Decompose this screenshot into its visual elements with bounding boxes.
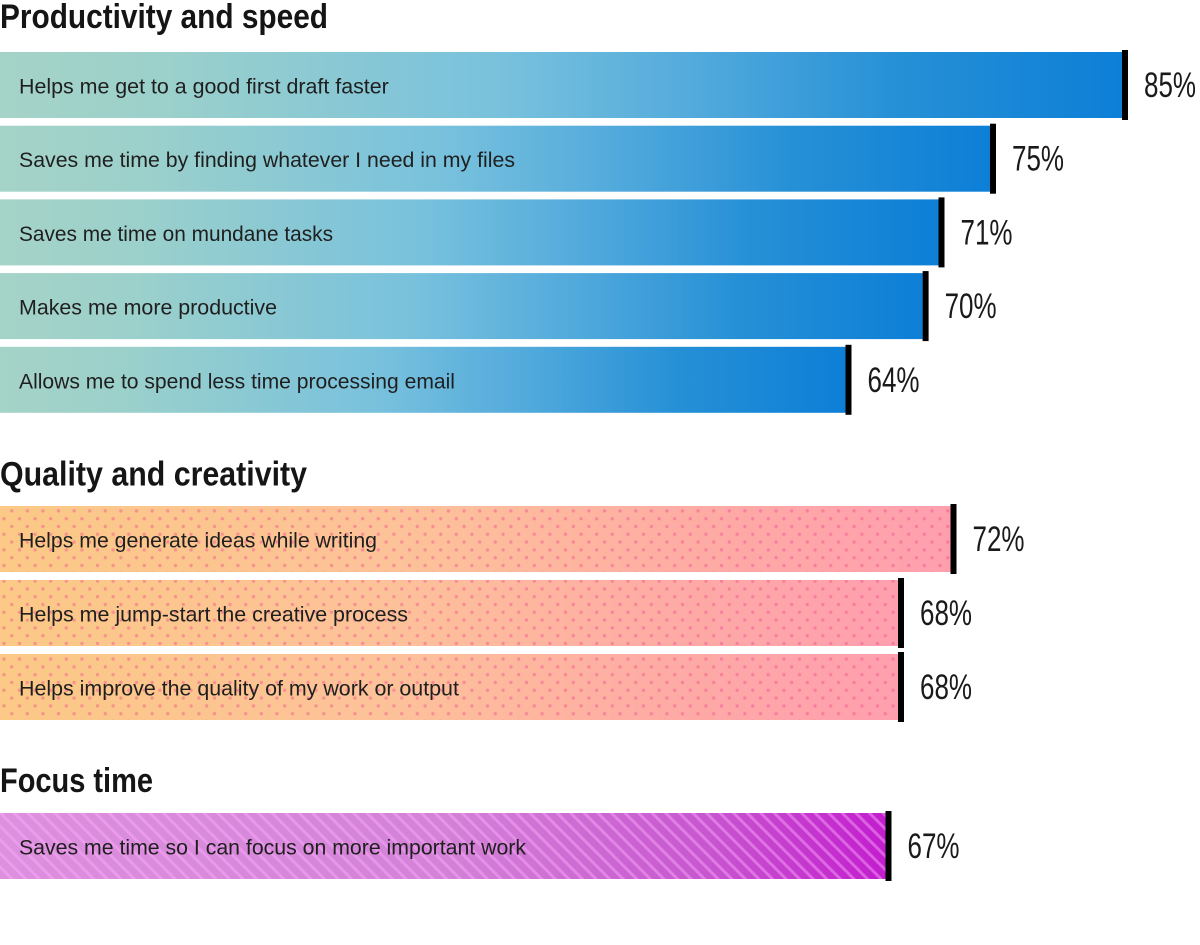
svg-text:Quality and creativity: Quality and creativity: [0, 456, 307, 494]
svg-text:72%: 72%: [973, 519, 1025, 559]
svg-text:Productivity and speed: Productivity and speed: [0, 0, 328, 36]
svg-text:Allows me to spend less time p: Allows me to spend less time processing …: [19, 369, 455, 393]
svg-text:Saves me time by finding whate: Saves me time by finding whatever I need…: [19, 148, 515, 172]
svg-text:75%: 75%: [1012, 139, 1064, 179]
svg-text:71%: 71%: [961, 212, 1013, 252]
svg-text:70%: 70%: [945, 286, 997, 326]
svg-text:85%: 85%: [1144, 65, 1196, 105]
svg-text:68%: 68%: [920, 667, 972, 707]
svg-text:Helps me jump-start the creati: Helps me jump-start the creative process: [19, 603, 408, 627]
svg-text:Helps me generate ideas while: Helps me generate ideas while writing: [19, 529, 377, 553]
svg-text:67%: 67%: [908, 826, 960, 866]
svg-text:64%: 64%: [868, 360, 920, 400]
svg-text:68%: 68%: [920, 593, 972, 633]
svg-text:Focus time: Focus time: [0, 762, 153, 800]
svg-text:Helps me get to a good first d: Helps me get to a good first draft faste…: [19, 75, 389, 99]
svg-text:Makes me more productive: Makes me more productive: [19, 296, 277, 320]
svg-text:Saves me time so I can focus o: Saves me time so I can focus on more imp…: [19, 836, 526, 860]
svg-text:Saves me time on mundane tasks: Saves me time on mundane tasks: [19, 222, 333, 246]
svg-text:Helps improve the quality of m: Helps improve the quality of my work or …: [19, 677, 459, 701]
